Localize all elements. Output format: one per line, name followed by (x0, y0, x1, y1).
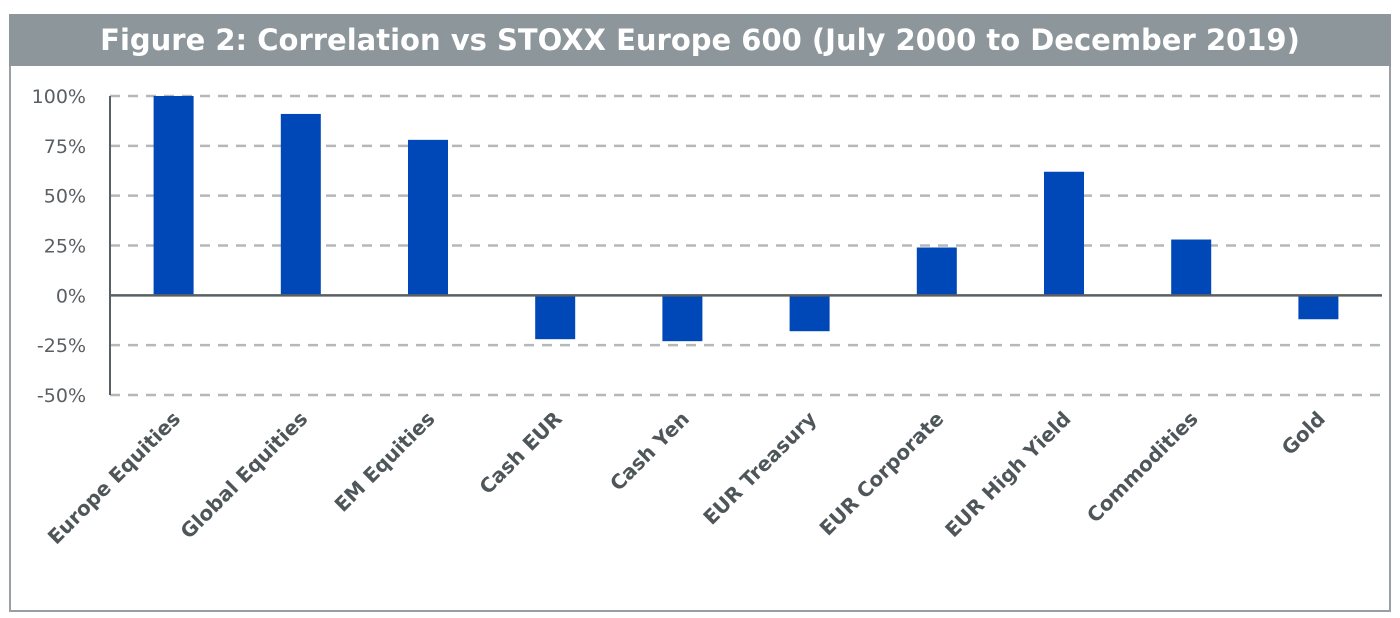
bar-commodities (1171, 239, 1212, 296)
y-tick-label: 0% (56, 285, 86, 307)
y-tick-label: -50% (37, 385, 86, 407)
x-tick-label: EUR Treasury (698, 407, 821, 530)
x-tick-label: EUR High Yield (940, 407, 1075, 542)
bar-cash-yen (662, 295, 703, 342)
x-tick-label: EUR Corporate (815, 407, 949, 541)
x-tick-label: Cash Yen (605, 407, 694, 496)
bars (153, 96, 1339, 342)
bar-eur-treasury (789, 295, 830, 332)
bar-eur-high-yield (1044, 171, 1084, 296)
x-tick-label: Cash EUR (474, 407, 566, 499)
bar-europe-equities (153, 96, 194, 296)
bar-em-equities (408, 139, 448, 296)
x-tick-label: EM Equities (330, 407, 440, 517)
gridlines (110, 94, 1382, 397)
y-tick-label: 100% (32, 86, 86, 108)
y-tick-label: 50% (44, 186, 86, 208)
bar-gold (1298, 295, 1339, 320)
x-tick-label: Gold (1277, 407, 1330, 460)
bar-global-equities (280, 113, 321, 296)
y-tick-label: 25% (44, 236, 86, 258)
y-tick-label: 75% (44, 136, 86, 158)
axes (109, 96, 1382, 395)
y-tick-label: -25% (37, 335, 86, 357)
bar-cash-eur (535, 295, 576, 340)
y-axis-ticks: 100% 75% 50% 25% 0% -25% -50% (32, 86, 86, 407)
bar-eur-corporate (916, 247, 957, 296)
chart-title: Figure 2: Correlation vs STOXX Europe 60… (9, 14, 1391, 66)
x-tick-label: Europe Equities (43, 407, 185, 549)
x-tick-label: Global Equities (175, 407, 312, 544)
x-tick-label: Commodities (1082, 407, 1203, 528)
